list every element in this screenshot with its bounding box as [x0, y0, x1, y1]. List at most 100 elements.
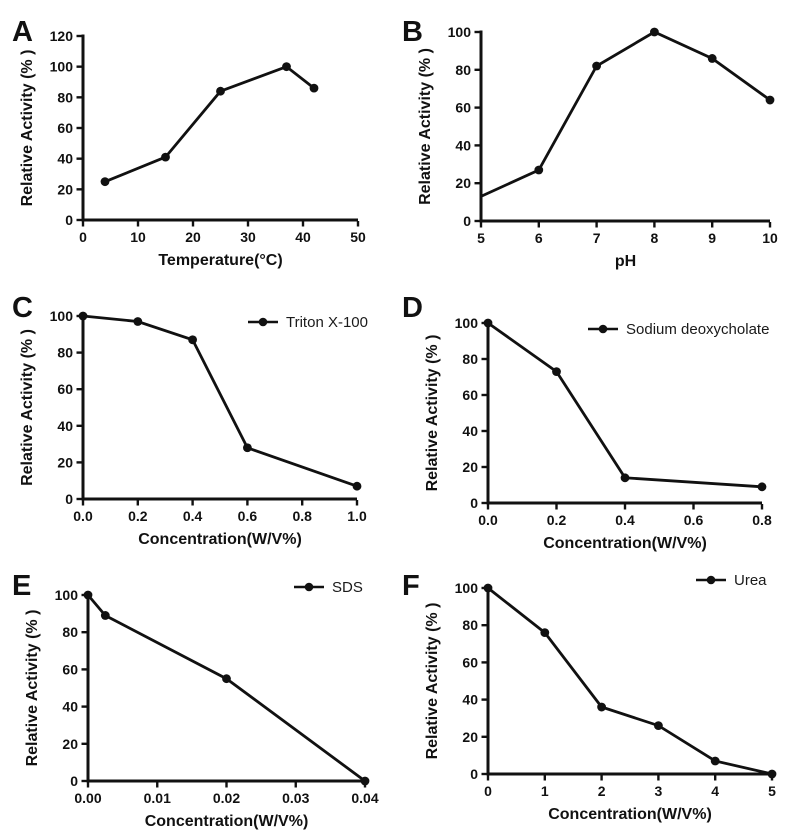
x-tick-label: 0.02 — [213, 790, 240, 806]
legend-marker-icon — [258, 317, 268, 327]
data-point-marker — [707, 54, 717, 63]
data-point-marker — [483, 318, 493, 328]
x-axis-title: Concentration(W/V%) — [145, 813, 309, 830]
y-tick-label: 60 — [462, 387, 478, 403]
x-tick-label: 50 — [350, 229, 366, 245]
legend-label: Urea — [734, 572, 767, 589]
legend-marker-icon — [706, 575, 716, 585]
data-point-marker — [78, 311, 88, 321]
data-point-marker — [534, 165, 544, 175]
x-tick-label: 0.04 — [351, 790, 378, 806]
axes — [86, 593, 365, 783]
x-tick-label: 6 — [535, 230, 543, 246]
y-tick-label: 20 — [462, 459, 478, 475]
legend-marker-icon — [304, 582, 314, 592]
panel-f: F 0 20 40 60 80 100 0 1 2 3 4 5 Concentration(W/V%) R… — [400, 556, 800, 835]
y-tick-label: 60 — [57, 381, 73, 397]
y-tick-label: 40 — [462, 423, 478, 439]
y-axis-title: Relative Activity (% ) — [424, 335, 441, 492]
y-tick-label: 100 — [455, 315, 479, 331]
y-tick-label: 120 — [50, 28, 74, 44]
x-tick-label: 8 — [651, 230, 659, 246]
y-axis-title: Relative Activity (% ) — [417, 48, 434, 205]
y-tick-label: 0 — [470, 495, 478, 511]
series-line — [82, 314, 358, 488]
data-point-marker — [654, 721, 663, 731]
x-tick-label: 1.0 — [347, 508, 367, 524]
x-axis-title: pH — [615, 253, 636, 270]
axes — [81, 34, 358, 222]
data-point-marker — [360, 776, 370, 786]
x-tick-label: 1 — [541, 783, 549, 799]
y-tick-label: 20 — [57, 454, 73, 470]
panel-d-chart: 0 20 40 60 80 100 0.0 0.2 0.4 0.6 0.8 Concentration… — [424, 315, 772, 552]
data-point-marker — [765, 95, 775, 105]
x-tick-label: 0.6 — [684, 512, 704, 528]
legend-label: Triton X-100 — [286, 314, 368, 331]
data-point-marker — [282, 62, 291, 72]
x-tick-label: 10 — [762, 230, 778, 246]
panel-d: D 0 20 40 60 80 100 0.0 0.2 0.4 0.6 0.8 Concentrati… — [400, 278, 800, 556]
data-point-marker — [597, 702, 606, 712]
x-tick-label: 7 — [593, 230, 601, 246]
y-tick-label: 40 — [57, 418, 73, 434]
x-tick-label: 0.4 — [183, 508, 203, 524]
data-point-marker — [83, 590, 93, 600]
legend-label: Sodium deoxycholate — [626, 321, 769, 338]
legend-label: SDS — [332, 579, 363, 596]
y-tick-label: 0 — [463, 213, 471, 229]
x-axis-title: Concentration(W/V%) — [543, 535, 707, 552]
data-point-marker — [757, 482, 767, 492]
y-axis-title: Relative Activity (% ) — [19, 50, 36, 207]
y-axis-title: Relative Activity (% ) — [424, 603, 441, 760]
panel-a-chart: 0 20 40 60 80 100 120 0 10 20 30 40 50 Temperature(°C… — [19, 28, 366, 269]
axes — [486, 586, 772, 776]
x-tick-label: 0.8 — [292, 508, 312, 524]
panel-b-label: B — [402, 16, 423, 48]
x-axis-title: Concentration(W/V%) — [548, 806, 712, 823]
y-tick-label: 80 — [57, 345, 73, 361]
y-tick-label: 80 — [462, 617, 478, 633]
y-tick-label: 0 — [470, 766, 478, 782]
x-tick-label: 30 — [240, 229, 256, 245]
data-point-marker — [133, 317, 143, 326]
x-tick-label: 0.8 — [752, 512, 772, 528]
x-tick-label: 0.01 — [144, 790, 171, 806]
y-tick-label: 20 — [57, 181, 73, 197]
series-line — [86, 594, 366, 783]
series-line — [480, 30, 771, 198]
y-tick-label: 60 — [455, 100, 471, 116]
y-tick-label: 40 — [455, 137, 471, 153]
data-point-marker — [222, 674, 231, 684]
panel-c-chart: 0 20 40 60 80 100 0.0 0.2 0.4 0.6 0.8 1.0 Concentrat… — [19, 308, 368, 548]
panel-b: B 0 20 40 60 80 100 5 6 7 8 9 10 pH Relative Activity… — [400, 0, 800, 278]
x-tick-label: 5 — [768, 783, 776, 799]
y-tick-label: 20 — [62, 736, 78, 752]
x-tick-label: 2 — [598, 783, 606, 799]
y-tick-label: 80 — [462, 351, 478, 367]
panel-c-label: C — [12, 292, 33, 324]
panel-c: C 0 20 40 60 80 100 0.0 0.2 0.4 0.6 0.8 1.0 Concentr… — [0, 278, 400, 556]
data-point-marker — [710, 756, 720, 766]
x-tick-label: 0.6 — [238, 508, 258, 524]
y-tick-label: 0 — [65, 491, 73, 507]
data-point-marker — [767, 769, 777, 779]
x-tick-label: 40 — [295, 229, 311, 245]
y-tick-label: 0 — [70, 773, 78, 789]
panel-a: A 0 20 40 60 80 100 120 0 10 20 30 40 50 Temperature(… — [0, 0, 400, 278]
y-tick-label: 60 — [62, 661, 78, 677]
x-tick-label: 3 — [655, 783, 663, 799]
x-tick-label: 9 — [708, 230, 716, 246]
axes — [81, 314, 357, 501]
panel-a-label: A — [12, 16, 33, 48]
y-tick-label: 20 — [462, 729, 478, 745]
series-line — [487, 321, 763, 489]
panel-b-chart: 0 20 40 60 80 100 5 6 7 8 9 10 pH Relative Activity (… — [417, 24, 778, 270]
y-tick-label: 60 — [57, 120, 73, 136]
data-point-marker — [188, 335, 198, 345]
data-point-marker — [100, 177, 110, 187]
data-point-marker — [592, 61, 601, 71]
data-point-marker — [483, 583, 493, 593]
x-tick-label: 0.2 — [547, 512, 567, 528]
